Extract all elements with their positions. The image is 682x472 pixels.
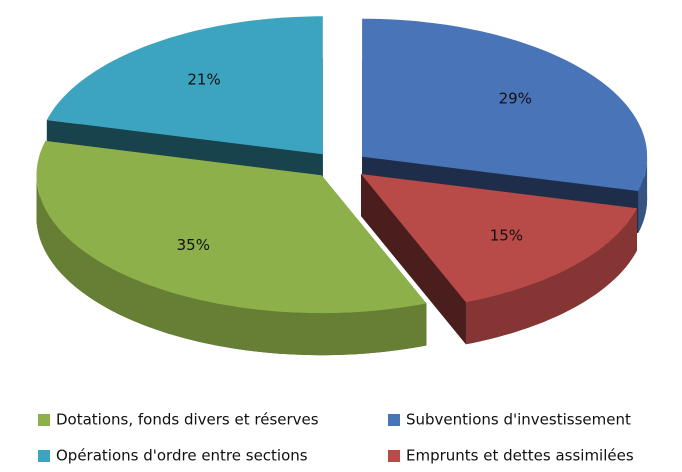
slice-wall [361, 174, 466, 345]
slice-side [465, 208, 637, 345]
legend-label: Opérations d'ordre entre sections [56, 447, 308, 465]
legend-label: Emprunts et dettes assimilées [406, 447, 634, 465]
data-label: 15% [490, 227, 523, 245]
legend-label: Dotations, fonds divers et réserves [56, 411, 319, 429]
legend-swatch [38, 414, 50, 426]
data-label: 21% [187, 71, 220, 89]
legend-swatch [388, 450, 400, 462]
slice [36, 140, 427, 314]
slice-side [638, 156, 648, 233]
legend-label: Subventions d'investissement [406, 411, 631, 429]
slice-side [36, 175, 427, 356]
slice [362, 18, 648, 192]
legend-swatch [38, 450, 50, 462]
data-label: 35% [177, 236, 210, 254]
slice [46, 16, 323, 155]
slice [361, 174, 637, 303]
data-label: 29% [499, 90, 532, 108]
legend-swatch [388, 414, 400, 426]
